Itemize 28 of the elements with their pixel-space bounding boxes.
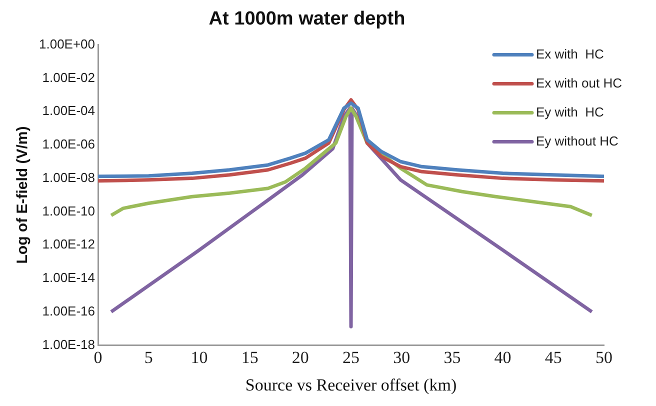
legend-label: Ey with HC [536, 104, 604, 120]
y-tick-label: 1.00E-04 [42, 103, 96, 118]
x-tick-label: 20 [292, 348, 309, 367]
x-tick-label: 45 [544, 348, 562, 367]
chart-title: At 1000m water depth [208, 8, 406, 30]
x-tick-label: 0 [94, 348, 102, 367]
y-tick-label: 1.00E-10 [42, 203, 96, 218]
y-tick-label: 1.00E+00 [38, 36, 96, 52]
x-tick-label: 35 [444, 348, 461, 367]
x-tick-label: 30 [393, 348, 410, 367]
y-tick-label: 1.00E-16 [42, 303, 96, 318]
y-tick-label: 1.00E-06 [42, 136, 96, 152]
y-tick-label: 1.00E-08 [42, 170, 96, 185]
x-tick-label: 15 [241, 348, 258, 367]
legend-label: Ey without HC [536, 133, 618, 148]
y-tick-label: 1.00E-18 [42, 336, 96, 352]
x-axis-title: Source vs Receiver offset (km) [245, 375, 457, 394]
y-tick-label: 1.00E-02 [42, 70, 96, 85]
x-tick-label: 25 [342, 348, 360, 367]
x-tick-label: 10 [190, 348, 208, 367]
x-tick-label: 5 [144, 348, 153, 367]
x-tick-label: 50 [596, 348, 612, 367]
y-axis-title: Log of E-field (V/m) [14, 126, 32, 264]
x-tick-label: 40 [494, 348, 512, 367]
legend-label: Ex with out HC [536, 75, 622, 90]
legend-label: Ex with HC [536, 46, 604, 62]
y-tick-label: 1.00E-12 [42, 236, 96, 252]
y-tick-label: 1.00E-14 [42, 270, 96, 286]
